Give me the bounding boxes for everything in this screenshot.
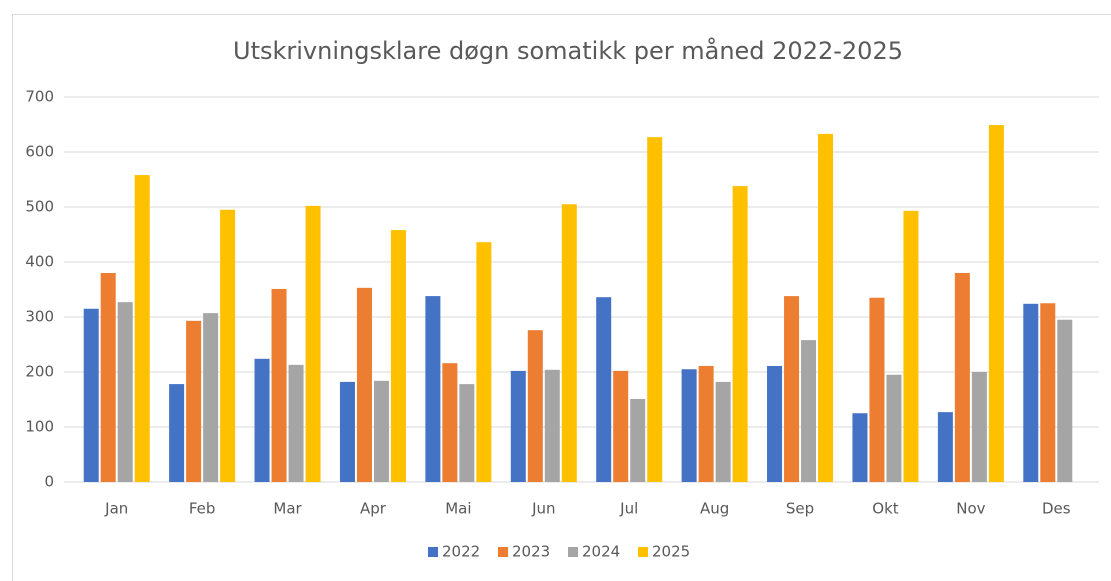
bar: [1023, 303, 1039, 482]
y-tick-label: 300: [25, 308, 54, 326]
x-tick-label: Sep: [786, 500, 814, 518]
y-tick-label: 0: [44, 473, 54, 491]
bar: [288, 364, 304, 482]
bar: [390, 230, 406, 482]
bar: [903, 210, 919, 482]
bar: [134, 175, 150, 482]
bar: [527, 330, 543, 482]
x-tick-label: Aug: [700, 500, 729, 518]
legend-label: 2024: [582, 543, 620, 561]
bar: [715, 381, 731, 482]
bar: [818, 133, 834, 482]
legend-label: 2023: [512, 543, 550, 561]
bar: [271, 288, 287, 482]
x-tick-label: Feb: [189, 500, 216, 518]
bar: [442, 363, 458, 482]
bar: [852, 413, 868, 482]
bar: [971, 372, 987, 482]
bar: [1057, 319, 1073, 482]
bar: [117, 302, 133, 482]
bar: [630, 398, 646, 482]
bar: [459, 384, 475, 482]
bar: [203, 313, 219, 482]
y-tick-label: 700: [25, 88, 54, 106]
legend-label: 2022: [442, 543, 480, 561]
bar: [767, 365, 783, 482]
bar: [801, 340, 817, 482]
bar: [100, 273, 116, 482]
bar: [305, 205, 321, 482]
bar: [732, 186, 748, 482]
x-tick-label: Apr: [360, 500, 387, 518]
x-tick-label: Okt: [872, 500, 898, 518]
y-tick-label: 400: [25, 253, 54, 271]
bar: [869, 297, 885, 482]
bar: [613, 370, 629, 482]
legend-swatch: [568, 547, 578, 557]
bar: [83, 308, 99, 482]
bar: [886, 374, 902, 482]
y-tick-label: 600: [25, 143, 54, 161]
bar: [937, 412, 953, 482]
legend-label: 2025: [652, 543, 690, 561]
bar: [596, 297, 612, 482]
bar: [425, 296, 441, 482]
bar: [544, 369, 560, 482]
x-tick-label: Mar: [273, 500, 302, 518]
x-tick-label: Mai: [445, 500, 471, 518]
bar: [476, 242, 492, 482]
y-tick-label: 100: [25, 418, 54, 436]
x-tick-label: Des: [1042, 500, 1071, 518]
bar: [220, 209, 236, 482]
x-tick-label: Jan: [104, 500, 128, 518]
bar: [186, 320, 202, 482]
bar: [169, 384, 185, 482]
legend-swatch: [498, 547, 508, 557]
y-tick-label: 200: [25, 363, 54, 381]
bar: [339, 381, 355, 482]
bar: [954, 273, 970, 482]
legend-swatch: [638, 547, 648, 557]
bar: [373, 380, 389, 482]
bar: [681, 369, 697, 482]
bar: [561, 204, 577, 482]
bar: [1040, 303, 1056, 482]
chart-title: Utskrivningsklare døgn somatikk per måne…: [233, 36, 903, 65]
bar: [784, 296, 800, 482]
legend-swatch: [428, 547, 438, 557]
bar: [647, 137, 663, 482]
bar: [356, 287, 372, 482]
x-tick-label: Nov: [956, 500, 985, 518]
bar: [510, 370, 526, 482]
bar: [988, 125, 1004, 483]
bar: [698, 365, 714, 482]
chart-frame: [12, 14, 1111, 581]
x-tick-label: Jun: [531, 500, 555, 518]
x-tick-label: Jul: [619, 500, 638, 518]
y-tick-label: 500: [25, 198, 54, 216]
bar: [254, 358, 270, 482]
